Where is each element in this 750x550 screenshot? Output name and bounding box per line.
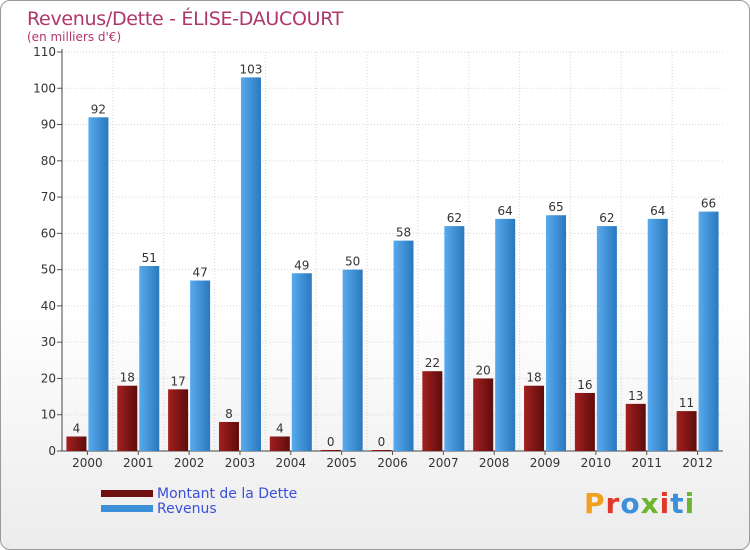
proxiti-logo: Proxiti	[584, 487, 695, 520]
value-label-revenue: 64	[650, 204, 665, 218]
bar-debt	[66, 436, 87, 451]
legend-swatch-revenue	[101, 505, 153, 512]
y-tick-label: 20	[41, 371, 56, 385]
logo-letter: x	[640, 487, 660, 520]
y-tick-label: 110	[33, 45, 56, 59]
bar-revenue	[291, 273, 312, 451]
value-label-debt: 0	[378, 435, 386, 449]
logo-letter: i	[684, 487, 696, 520]
legend-label-debt: Montant de la Dette	[157, 486, 298, 502]
bar-revenue	[495, 218, 516, 451]
y-tick-label: 30	[41, 335, 56, 349]
y-tick-label: 50	[41, 263, 56, 277]
value-label-debt: 8	[225, 407, 233, 421]
x-tick-label: 2012	[682, 456, 713, 470]
bar-debt	[269, 436, 290, 451]
logo-letter: o	[620, 487, 641, 520]
x-tick-label: 2007	[428, 456, 459, 470]
value-label-revenue: 51	[142, 251, 157, 265]
value-label-revenue: 62	[447, 211, 462, 225]
bar-debt	[473, 378, 494, 451]
value-label-debt: 18	[526, 371, 541, 385]
x-tick-label: 2010	[581, 456, 612, 470]
value-label-debt: 4	[73, 421, 81, 435]
x-tick-label: 2006	[377, 456, 408, 470]
x-tick-label: 2009	[530, 456, 561, 470]
value-labels: 4 92 18 51 17 47 8 103 4 49 0 50 0 58 22 62 20 64 18 65 16 62…	[73, 62, 717, 449]
bar-revenue	[139, 266, 160, 451]
value-label-revenue: 62	[599, 211, 614, 225]
value-label-revenue: 92	[91, 102, 106, 116]
bar-debt	[371, 450, 392, 451]
value-label-revenue: 66	[701, 197, 716, 211]
x-tick-label: 2000	[72, 456, 103, 470]
x-tick-label: 2003	[225, 456, 256, 470]
value-label-revenue: 50	[345, 255, 360, 269]
y-tick-label: 70	[41, 190, 56, 204]
y-tick-label: 10	[41, 408, 56, 422]
bar-revenue	[698, 211, 719, 451]
value-label-revenue: 64	[498, 204, 513, 218]
y-tick-label: 0	[48, 444, 56, 458]
value-label-revenue: 49	[294, 258, 309, 272]
bar-revenue	[393, 240, 414, 451]
bar-debt	[676, 411, 697, 451]
bar-revenue	[88, 117, 109, 452]
bar-debt	[625, 403, 646, 451]
value-label-debt: 22	[425, 356, 440, 370]
value-label-revenue: 47	[192, 266, 207, 280]
bars	[66, 77, 719, 452]
bar-debt	[524, 385, 545, 451]
chart-title: Revenus/Dette - ÉLISE-DAUCOURT	[27, 8, 344, 30]
value-label-debt: 4	[276, 421, 284, 435]
bar-debt	[117, 385, 138, 451]
value-label-debt: 17	[170, 374, 185, 388]
y-tick-label: 40	[41, 299, 56, 313]
bar-revenue	[647, 218, 668, 451]
x-tick-label: 2002	[174, 456, 205, 470]
logo-letter: P	[584, 487, 606, 520]
bar-debt	[168, 389, 189, 451]
value-label-debt: 13	[628, 389, 643, 403]
value-label-revenue: 103	[240, 62, 263, 76]
value-label-revenue: 58	[396, 226, 411, 240]
bar-debt	[218, 421, 239, 451]
y-tick-label: 60	[41, 226, 56, 240]
bar-revenue	[342, 269, 363, 451]
value-label-debt: 20	[476, 363, 491, 377]
value-label-debt: 18	[120, 371, 135, 385]
value-label-revenue: 65	[548, 200, 563, 214]
bar-debt	[574, 392, 595, 451]
bar-revenue	[240, 77, 261, 452]
y-tick-label: 100	[33, 81, 56, 95]
legend-swatch-debt	[101, 490, 153, 497]
x-tick-label: 2008	[479, 456, 510, 470]
legend-label-revenue: Revenus	[157, 501, 217, 517]
logo-letter: t	[670, 487, 685, 520]
value-label-debt: 0	[327, 435, 335, 449]
value-label-debt: 16	[577, 378, 592, 392]
bar-debt	[320, 450, 341, 451]
x-tick-label: 2011	[631, 456, 662, 470]
bar-revenue	[596, 226, 617, 451]
value-label-debt: 11	[679, 396, 694, 410]
bar-debt	[422, 371, 443, 451]
y-tick-label: 80	[41, 154, 56, 168]
logo-letter: i	[659, 487, 671, 520]
bar-revenue	[190, 280, 211, 451]
y-tick-label: 90	[41, 118, 56, 132]
bar-revenue	[444, 226, 465, 451]
x-tick-label: 2001	[123, 456, 154, 470]
grid-lines	[62, 51, 723, 452]
chart-subtitle: (en milliers d'€)	[27, 30, 122, 44]
x-tick-label: 2005	[326, 456, 357, 470]
bar-revenue	[546, 215, 567, 451]
logo-letter: r	[605, 487, 621, 520]
x-tick-label: 2004	[276, 456, 307, 470]
